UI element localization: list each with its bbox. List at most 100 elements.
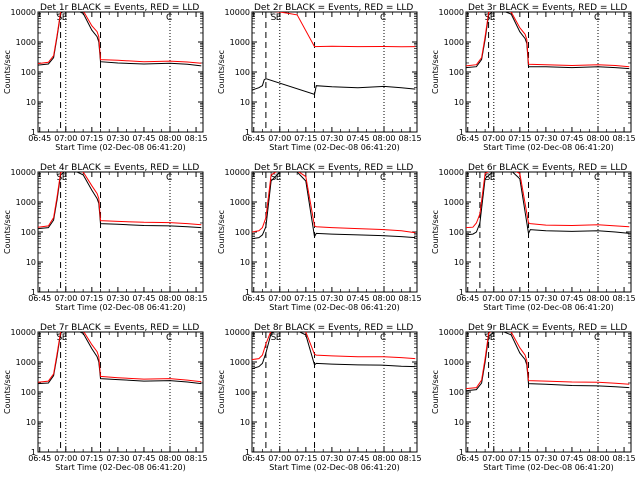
x-tick-label: 07:45	[132, 454, 155, 463]
x-tick-label: 07:30	[106, 134, 129, 143]
panel-det-8: Det 8r BLACK = Events, RED = LLD 1 10 100 10…	[217, 323, 422, 472]
plot-frame	[37, 11, 204, 133]
marker-c: C	[166, 173, 172, 183]
x-tick-label: 07:15	[80, 134, 103, 143]
y-tick-label: 100	[449, 228, 464, 237]
x-tick-label: 07:00	[482, 134, 505, 143]
x-axis-title: Start Time (02-Dec-08 06:41:20)	[269, 303, 400, 312]
x-axis-title: Start Time (02-Dec-08 06:41:20)	[483, 463, 614, 472]
plot-frame	[251, 331, 418, 453]
x-tick-label: 08:00	[586, 134, 609, 143]
chart-title: Det 1r BLACK = Events, RED = LLD	[40, 3, 199, 13]
y-axis-title: Counts/sec	[3, 210, 12, 254]
marker-s: S	[485, 173, 491, 183]
chart-title: Det 9r BLACK = Events, RED = LLD	[468, 323, 627, 333]
marker-e: E	[62, 333, 68, 343]
x-tick-label: 07:45	[560, 134, 583, 143]
chart-title: Det 4r BLACK = Events, RED = LLD	[40, 163, 199, 173]
series-lld	[466, 332, 630, 390]
y-axis-title: Counts/sec	[217, 210, 226, 254]
marker-e: E	[62, 13, 68, 23]
x-tick-label: 07:30	[534, 294, 557, 303]
y-tick-label: 100	[21, 68, 36, 77]
x-tick-label: 07:00	[54, 454, 77, 463]
x-axis-title: Start Time (02-Dec-08 06:41:20)	[55, 303, 186, 312]
panel-det-1: Det 1r BLACK = Events, RED = LLD 1 10 100 10…	[3, 3, 208, 152]
x-tick-label: 07:00	[268, 454, 291, 463]
series-lld	[38, 172, 202, 228]
x-tick-label: 07:30	[106, 294, 129, 303]
chart-title: Det 7r BLACK = Events, RED = LLD	[40, 323, 199, 333]
x-tick-label: 08:00	[158, 134, 181, 143]
plot-frame	[251, 11, 418, 133]
y-tick-label: 1	[245, 288, 250, 297]
x-axis-title: Start Time (02-Dec-08 06:41:20)	[483, 143, 614, 152]
y-tick-label: 10	[26, 418, 36, 427]
x-tick-label: 06:45	[456, 454, 479, 463]
x-tick-label: 08:15	[399, 454, 422, 463]
x-tick-label: 07:45	[346, 134, 369, 143]
y-axis-title: Counts/sec	[217, 50, 226, 94]
y-tick-label: 10000	[439, 8, 464, 17]
x-tick-label: 08:15	[185, 294, 208, 303]
y-tick-label: 10000	[225, 8, 250, 17]
marker-s: S	[271, 333, 277, 343]
y-tick-label: 10000	[11, 168, 36, 177]
y-tick-label: 10000	[11, 8, 36, 17]
y-axis-title: Counts/sec	[431, 210, 440, 254]
marker-c: C	[594, 173, 600, 183]
y-tick-label: 1000	[16, 38, 36, 47]
panel-det-6: Det 6r BLACK = Events, RED = LLD 1 10 100 10…	[431, 163, 636, 312]
marker-e: E	[276, 333, 282, 343]
x-tick-label: 07:00	[268, 294, 291, 303]
x-tick-label: 07:15	[80, 294, 103, 303]
marker-c: C	[166, 333, 172, 343]
x-tick-label: 08:15	[185, 454, 208, 463]
chart-title: Det 2r BLACK = Events, RED = LLD	[254, 3, 413, 13]
y-tick-label: 100	[449, 388, 464, 397]
y-tick-label: 1	[31, 128, 36, 137]
y-tick-label: 1000	[444, 358, 464, 367]
x-tick-label: 07:45	[346, 454, 369, 463]
x-tick-label: 07:00	[482, 294, 505, 303]
x-tick-label: 07:30	[106, 454, 129, 463]
x-axis-title: Start Time (02-Dec-08 06:41:20)	[269, 143, 400, 152]
x-tick-label: 07:15	[294, 454, 317, 463]
y-tick-label: 1000	[230, 38, 250, 47]
x-tick-label: 07:00	[268, 134, 291, 143]
y-tick-label: 100	[235, 68, 250, 77]
y-tick-label: 10	[240, 418, 250, 427]
y-tick-label: 1	[31, 288, 36, 297]
y-tick-label: 10	[26, 98, 36, 107]
x-tick-label: 08:15	[613, 134, 636, 143]
panel-det-4: Det 4r BLACK = Events, RED = LLD 1 10 100 10…	[3, 163, 208, 312]
marker-e: E	[276, 173, 282, 183]
y-tick-label: 10	[240, 258, 250, 267]
x-tick-label: 07:45	[560, 454, 583, 463]
x-tick-label: 08:00	[158, 454, 181, 463]
marker-e: E	[276, 13, 282, 23]
y-tick-label: 10	[454, 258, 464, 267]
y-tick-label: 1	[459, 288, 464, 297]
x-tick-label: 08:00	[372, 134, 395, 143]
y-tick-label: 10	[454, 98, 464, 107]
series-events	[252, 172, 416, 240]
plot-frame	[465, 11, 632, 133]
y-tick-label: 1	[459, 448, 464, 457]
marker-c: C	[380, 333, 386, 343]
x-tick-label: 07:15	[80, 454, 103, 463]
plot-frame	[37, 331, 204, 453]
x-axis-title: Start Time (02-Dec-08 06:41:20)	[269, 463, 400, 472]
y-tick-label: 1	[245, 128, 250, 137]
series-lld	[252, 172, 416, 234]
y-axis-title: Counts/sec	[217, 370, 226, 414]
marker-e: E	[490, 13, 496, 23]
marker-e: E	[490, 173, 496, 183]
series-events	[466, 332, 630, 392]
x-tick-label: 07:45	[346, 294, 369, 303]
panel-det-5: Det 5r BLACK = Events, RED = LLD 1 10 100 10…	[217, 163, 422, 312]
x-tick-label: 06:45	[28, 294, 51, 303]
y-tick-label: 10000	[439, 328, 464, 337]
panel-det-7: Det 7r BLACK = Events, RED = LLD 1 10 100 10…	[3, 323, 208, 472]
